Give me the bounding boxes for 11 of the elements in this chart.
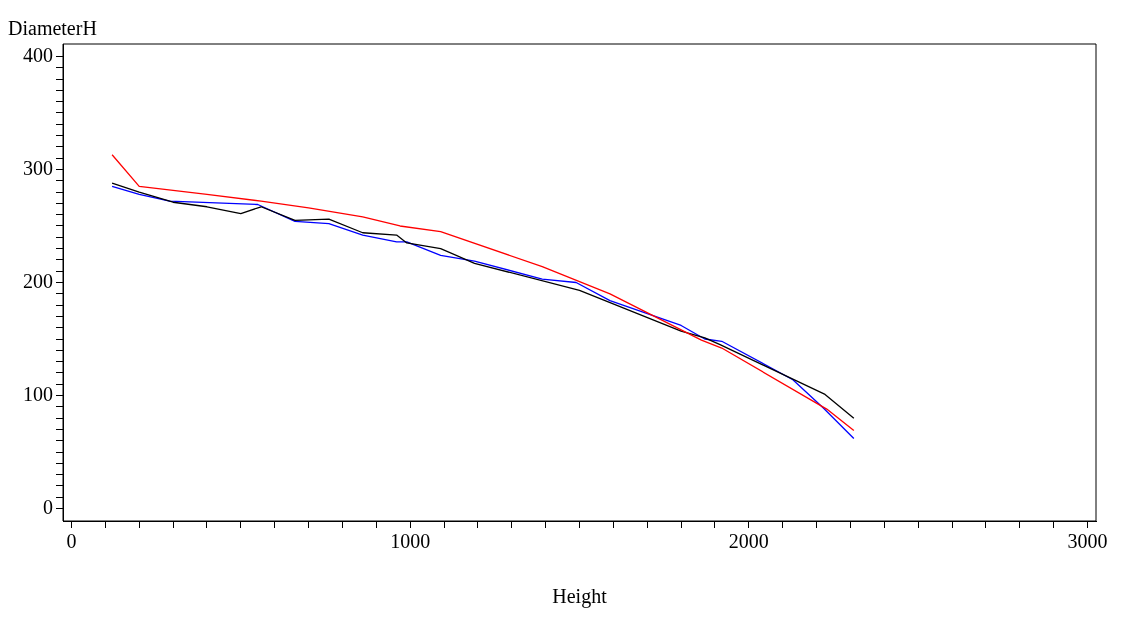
x-tick-label: 1000 <box>390 530 431 553</box>
y-tick-label: 100 <box>23 382 53 405</box>
x-axis-title: Height <box>552 585 608 609</box>
y-tick-label: 300 <box>23 156 53 179</box>
y-axis-title: DiameterH <box>8 17 97 40</box>
y-tick-label: 0 <box>43 495 53 518</box>
y-tick-label: 200 <box>23 269 53 292</box>
x-tick-label: 2000 <box>728 530 769 553</box>
x-tick-label: 3000 <box>1067 530 1108 553</box>
y-tick-label: 400 <box>23 43 53 66</box>
x-tick-label: 0 <box>66 530 77 553</box>
